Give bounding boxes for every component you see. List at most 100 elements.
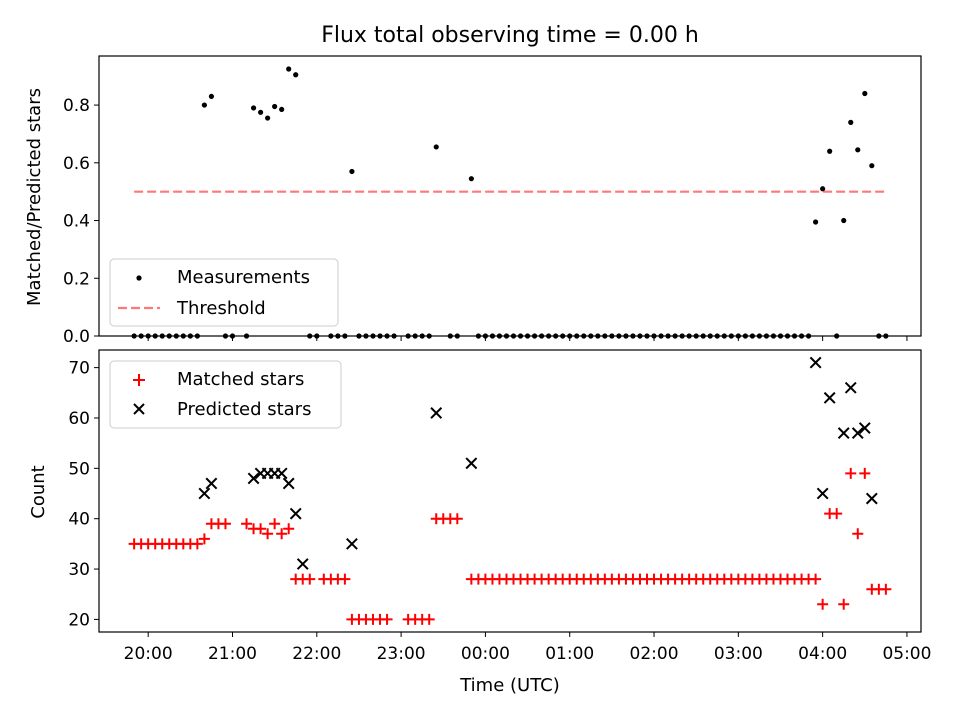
matched-star-point: [283, 523, 295, 535]
matched-star-point: [339, 573, 351, 585]
measurement-point: [433, 144, 439, 150]
measurements-legend-marker: [136, 275, 142, 281]
top-legend-box: [109, 258, 339, 327]
predicted-star-point: [844, 381, 857, 394]
measurement-point: [862, 90, 868, 97]
measurement-point: [265, 115, 271, 121]
measurement-point: [201, 102, 207, 108]
bottom-y-tick-label: 40: [68, 510, 90, 530]
predicted-stars-legend-label: Predicted stars: [177, 399, 311, 420]
measurement-point: [848, 119, 854, 125]
predicted-star-point: [346, 537, 358, 550]
x-tick-label: 21:00: [208, 644, 257, 664]
predicted-star-point: [198, 487, 211, 500]
top-y-axis-label: Matched/Predicted stars: [24, 88, 45, 306]
x-tick-label: 23:00: [377, 644, 426, 664]
measurement-point: [869, 163, 875, 169]
measurement-point: [279, 106, 285, 113]
bottom-legend: Matched stars Predicted stars: [109, 360, 342, 429]
predicted-star-point: [205, 477, 218, 490]
matched-star-point: [276, 528, 288, 540]
predicted-star-point: [289, 507, 302, 520]
measurements-legend-label: Measurements: [177, 267, 310, 288]
bottom-y-tick-label: 20: [68, 610, 90, 630]
measurement-point: [286, 66, 292, 72]
bottom-y-tick-label: 50: [68, 459, 90, 479]
top-y-tick-label: 0.2: [63, 269, 90, 289]
top-y-tick-label: 0.6: [63, 154, 90, 174]
predicted-star-point: [823, 391, 836, 404]
predicted-star-point: [837, 427, 850, 439]
matched-star-point: [191, 538, 203, 550]
bottom-y-tick-label: 30: [68, 560, 90, 580]
predicted-star-point: [858, 422, 871, 434]
x-tick-label: 02:00: [630, 644, 679, 664]
matched-star-point: [255, 523, 267, 535]
x-tick-label: 05:00: [882, 644, 931, 664]
matched-star-point: [831, 508, 843, 520]
x-tick-label: 03:00: [714, 644, 763, 664]
measurement-point: [250, 105, 257, 111]
bottom-y-axis-label: Count: [28, 465, 49, 518]
predicted-stars-legend-marker: [133, 403, 145, 415]
matched-stars-legend-label: Matched stars: [177, 369, 304, 390]
top-y-tick-label: 0.4: [63, 212, 90, 232]
measurement-point: [827, 148, 833, 154]
matched-star-point: [451, 513, 463, 525]
measurement-point: [813, 219, 819, 225]
matched-star-point: [810, 573, 822, 585]
predicted-star-point: [275, 467, 288, 480]
x-tick-label: 00:00: [461, 644, 510, 664]
bottom-axes-frame: [98, 349, 922, 633]
x-tick-label: 20:00: [124, 644, 173, 664]
predicted-star-point: [296, 558, 309, 570]
predicted-star-point: [851, 427, 864, 439]
bottom-plot-area: 20 30 40 50 60 70 20:00 21:00 22:00 23:00 00:00 01:…: [68, 356, 931, 664]
matched-star-point: [304, 573, 316, 585]
measurement-point: [468, 176, 474, 182]
measurement-point: [349, 168, 355, 175]
x-tick-label: 01:00: [545, 644, 594, 664]
matched-star-point: [423, 613, 435, 625]
top-legend: Measurements Threshold: [109, 258, 339, 327]
bottom-y-tick-label: 60: [68, 409, 90, 429]
matched-star-point: [241, 518, 253, 530]
predicted-star-point: [809, 356, 822, 369]
x-tick-label: 22:00: [292, 644, 341, 664]
predicted-star-point: [865, 492, 878, 505]
matched-star-point: [262, 528, 274, 540]
top-axes-frame: [98, 55, 922, 337]
predicted-star-point: [247, 472, 260, 485]
matched-stars-legend-marker: [133, 374, 145, 386]
threshold-legend-label: Threshold: [176, 298, 266, 319]
matched-star-point: [859, 467, 871, 479]
x-axis-label: Time (UTC): [459, 675, 560, 696]
matched-star-point: [198, 533, 210, 545]
matched-star-point: [381, 613, 393, 625]
top-chart-title: Flux total observing time = 0.00 h: [321, 23, 699, 48]
matched-star-point: [852, 528, 864, 540]
measurement-point: [293, 72, 299, 78]
predicted-star-point: [282, 477, 295, 490]
predicted-star-point: [816, 487, 829, 500]
matched-star-point: [838, 598, 850, 610]
bottom-legend-box: [109, 360, 342, 429]
predicted-star-point: [430, 407, 443, 419]
x-tick-label: 04:00: [798, 644, 847, 664]
bottom-y-tick-label: 70: [68, 359, 90, 379]
top-y-tick-label: 0.8: [63, 96, 90, 116]
measurement-point: [208, 93, 215, 100]
measurement-point: [820, 186, 826, 192]
matched-star-point: [269, 518, 281, 530]
measurement-point: [841, 217, 847, 224]
matched-star-point: [817, 598, 829, 610]
measurement-point: [855, 147, 861, 153]
measurement-point: [272, 103, 278, 110]
matched-star-point: [845, 467, 857, 479]
predicted-star-point: [465, 457, 478, 470]
matched-star-point: [219, 518, 231, 530]
measurement-point: [257, 109, 264, 115]
top-y-tick-label: 0.0: [63, 327, 90, 347]
